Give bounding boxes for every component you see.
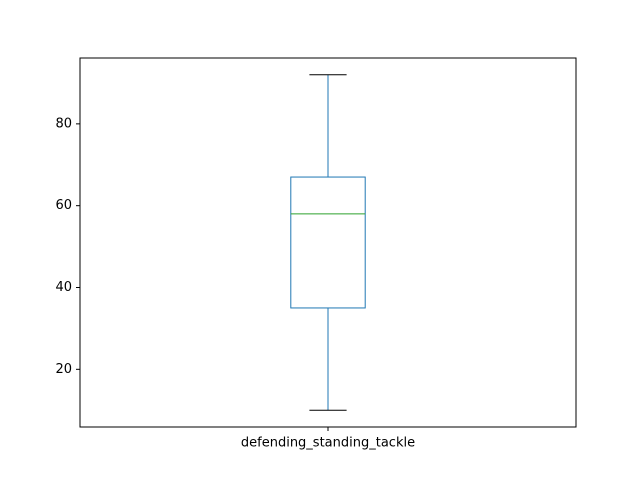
box-0	[290, 74, 366, 411]
box-series	[290, 74, 366, 411]
y-axis: 20 40 60 80	[55, 116, 80, 377]
y-tick-label: 40	[55, 280, 72, 295]
y-tick-label: 20	[55, 362, 72, 377]
x-tick-label: defending_standing_tackle	[241, 436, 415, 451]
iqr-box	[290, 176, 366, 309]
y-tick-label: 80	[55, 116, 72, 131]
y-tick-label: 60	[55, 198, 72, 213]
x-axis: defending_standing_tackle	[241, 427, 415, 451]
